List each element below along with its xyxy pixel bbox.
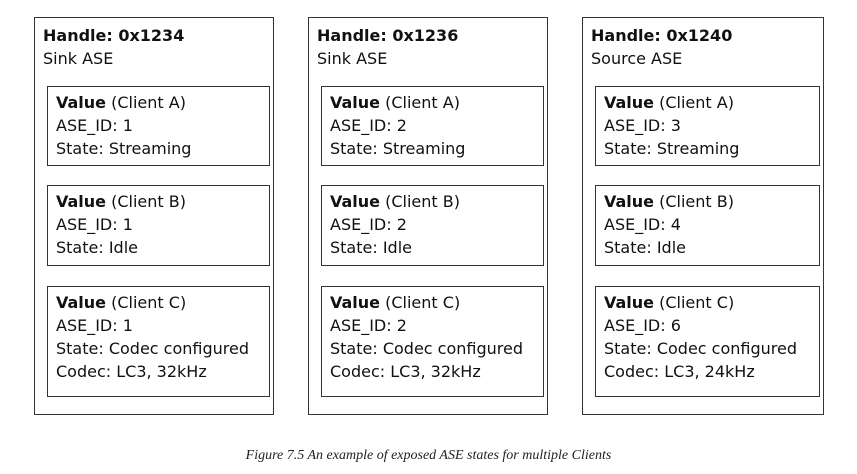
value-box-client-c: Value (Client C) ASE_ID: 6 State: Codec … (595, 286, 820, 397)
value-box-client-c: Value (Client C) ASE_ID: 1 State: Codec … (47, 286, 270, 397)
value-label: Value (330, 192, 381, 211)
ase-state: State: Codec configured (56, 339, 249, 358)
ase-id: ASE_ID: 1 (56, 116, 133, 135)
client-label: (Client C) (111, 293, 187, 312)
ase-codec: Codec: LC3, 32kHz (56, 362, 207, 381)
ase-state: State: Streaming (56, 139, 192, 158)
handle-box-0x1236: Handle: 0x1236 Sink ASE Value (Client A)… (308, 17, 548, 415)
ase-state: State: Idle (56, 238, 138, 257)
value-box-client-b: Value (Client B) ASE_ID: 2 State: Idle (321, 185, 544, 266)
client-label: (Client A) (111, 93, 186, 112)
handle-box-0x1240: Handle: 0x1240 Source ASE Value (Client … (582, 17, 824, 415)
ase-codec: Codec: LC3, 24kHz (604, 362, 755, 381)
ase-state: State: Idle (604, 238, 686, 257)
handle-title: Handle: 0x1234 (43, 26, 185, 45)
value-label: Value (330, 293, 381, 312)
value-label: Value (56, 192, 107, 211)
ase-id: ASE_ID: 2 (330, 316, 407, 335)
handle-box-0x1234: Handle: 0x1234 Sink ASE Value (Client A)… (34, 17, 274, 415)
value-box-client-a: Value (Client A) ASE_ID: 2 State: Stream… (321, 86, 544, 166)
handle-title: Handle: 0x1240 (591, 26, 733, 45)
ase-state: State: Codec configured (330, 339, 523, 358)
ase-id: ASE_ID: 1 (56, 215, 133, 234)
client-label: (Client B) (659, 192, 734, 211)
figure-caption: Figure 7.5 An example of exposed ASE sta… (245, 448, 612, 463)
value-label: Value (604, 93, 655, 112)
handle-title: Handle: 0x1236 (317, 26, 459, 45)
client-label: (Client A) (385, 93, 460, 112)
value-label: Value (604, 192, 655, 211)
value-box-client-c: Value (Client C) ASE_ID: 2 State: Codec … (321, 286, 544, 397)
ase-state: State: Streaming (330, 139, 466, 158)
ase-state: State: Codec configured (604, 339, 797, 358)
value-label: Value (56, 293, 107, 312)
ase-id: ASE_ID: 6 (604, 316, 681, 335)
value-label: Value (604, 293, 655, 312)
client-label: (Client C) (385, 293, 461, 312)
value-box-client-b: Value (Client B) ASE_ID: 1 State: Idle (47, 185, 270, 266)
handle-type: Source ASE (591, 49, 683, 68)
client-label: (Client A) (659, 93, 734, 112)
ase-state: State: Idle (330, 238, 412, 257)
ase-id: ASE_ID: 1 (56, 316, 133, 335)
ase-codec: Codec: LC3, 32kHz (330, 362, 481, 381)
client-label: (Client B) (111, 192, 186, 211)
ase-id: ASE_ID: 3 (604, 116, 681, 135)
handle-type: Sink ASE (317, 49, 388, 68)
ase-id: ASE_ID: 4 (604, 215, 681, 234)
value-box-client-a: Value (Client A) ASE_ID: 3 State: Stream… (595, 86, 820, 166)
value-box-client-a: Value (Client A) ASE_ID: 1 State: Stream… (47, 86, 270, 166)
ase-id: ASE_ID: 2 (330, 116, 407, 135)
client-label: (Client C) (659, 293, 735, 312)
value-label: Value (56, 93, 107, 112)
value-label: Value (330, 93, 381, 112)
ase-id: ASE_ID: 2 (330, 215, 407, 234)
ase-state: State: Streaming (604, 139, 740, 158)
handle-type: Sink ASE (43, 49, 114, 68)
value-box-client-b: Value (Client B) ASE_ID: 4 State: Idle (595, 185, 820, 266)
client-label: (Client B) (385, 192, 460, 211)
